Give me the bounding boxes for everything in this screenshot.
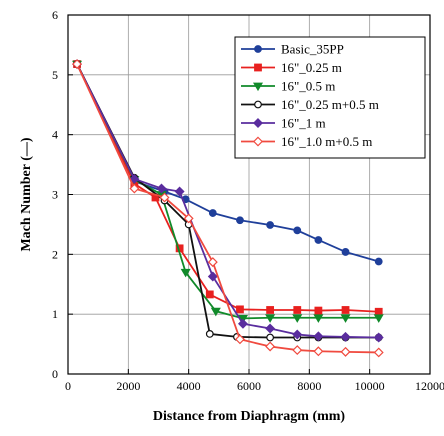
data-point [313, 331, 324, 342]
legend-label: 16"_0.5 m [281, 79, 335, 94]
data-point [174, 186, 185, 197]
y-tick-label: 3 [52, 188, 58, 202]
data-point [234, 334, 245, 345]
data-point [236, 216, 244, 225]
legend-label: Basic_35PP [281, 42, 344, 57]
x-axis-title: Distance from Diaphragm (mm) [153, 409, 346, 424]
data-point [265, 314, 276, 323]
legend-label: 16"_0.25 m+0.5 m [281, 97, 379, 112]
data-point [265, 341, 276, 352]
data-point [205, 290, 214, 299]
data-point [292, 345, 303, 356]
data-point [340, 314, 351, 323]
data-point [293, 306, 302, 314]
data-point [207, 271, 218, 282]
legend-entry: 16"_1 m [241, 116, 326, 131]
data-point [266, 306, 275, 314]
data-point [210, 307, 221, 317]
legend-label: 16"_1 m [281, 116, 326, 131]
data-point [341, 306, 350, 314]
y-tick-label: 4 [52, 128, 58, 142]
data-point [374, 307, 383, 316]
x-tick-label: 0 [65, 379, 71, 393]
data-point [156, 183, 167, 194]
y-tick-label: 5 [52, 68, 58, 82]
data-point [340, 331, 351, 342]
legend-swatch-marker [253, 118, 263, 128]
data-point [374, 257, 383, 266]
x-tick-label: 10000 [355, 379, 385, 393]
x-tick-label: 8000 [297, 379, 321, 393]
y-tick-label: 1 [52, 307, 58, 321]
x-tick-label: 4000 [177, 379, 201, 393]
data-point [208, 209, 217, 217]
legend-swatch-marker [254, 63, 262, 72]
y-tick-label: 6 [52, 8, 58, 22]
y-tick-label: 2 [52, 247, 58, 261]
legend-label: 16"_0.25 m [281, 60, 342, 75]
data-point [72, 59, 83, 70]
legend-swatch-marker [252, 82, 264, 92]
legend-entry: 16"_0.5 m [241, 79, 335, 94]
data-point [340, 346, 351, 357]
data-point [314, 236, 323, 244]
y-tick-label: 0 [52, 367, 58, 381]
data-point [314, 306, 323, 315]
data-point [266, 333, 275, 342]
series-6 [72, 59, 384, 358]
x-tick-label: 6000 [237, 379, 261, 393]
data-point [205, 330, 214, 338]
data-point [266, 221, 275, 229]
legend-entry: Basic_35PP [241, 42, 344, 57]
legend: Basic_35PP 16"_0.25 m 16"_0.5 m 16"_0.25 m+… [234, 36, 426, 159]
data-point [207, 257, 218, 268]
legend-box [234, 36, 426, 159]
data-point [159, 192, 170, 203]
legend-entry: 16"_0.25 m [241, 60, 342, 75]
data-point [129, 183, 140, 194]
data-point [293, 226, 302, 235]
data-point [292, 329, 303, 340]
series-layer [72, 59, 384, 358]
legend-entry: 16"_0.25 m+0.5 m [241, 97, 379, 112]
data-point [341, 248, 350, 256]
legend-swatch-marker [253, 136, 263, 147]
x-tick-label: 12000 [415, 379, 444, 393]
data-point [180, 268, 191, 278]
legend-entry: 16"_1.0 m+0.5 m [241, 134, 372, 149]
y-axis-title: Mach Number (—) [19, 137, 34, 251]
x-tick-label: 2000 [116, 379, 140, 393]
data-point [373, 332, 384, 343]
data-point [237, 318, 248, 329]
data-point [129, 173, 140, 184]
data-point [265, 323, 276, 334]
data-point [292, 314, 303, 323]
data-point [183, 213, 194, 224]
data-point [373, 314, 384, 323]
data-point [313, 346, 324, 357]
data-point [373, 347, 384, 358]
legend-label: 16"_1.0 m+0.5 m [281, 134, 372, 149]
legend-swatch-marker [254, 100, 262, 109]
data-point [313, 314, 324, 323]
data-point [236, 305, 244, 314]
tick-layer: 0 2000 4000 6000 8000 10000 12000 0 1 2 3 4 5 6 [52, 8, 444, 393]
legend-swatch-marker [254, 45, 262, 53]
